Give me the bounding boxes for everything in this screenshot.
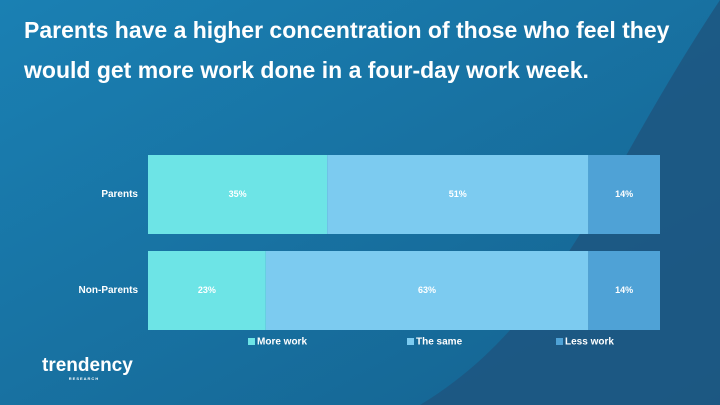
category-label: Non-Parents xyxy=(79,285,139,296)
legend-swatch xyxy=(556,338,563,345)
value-label: 63% xyxy=(418,285,436,295)
value-label: 14% xyxy=(615,285,633,295)
logo-subtitle: RESEARCH xyxy=(69,376,99,381)
bar-segment xyxy=(588,251,660,330)
value-label: 35% xyxy=(229,189,247,199)
value-label: 14% xyxy=(615,189,633,199)
bar-segment xyxy=(265,251,589,330)
bar-segment xyxy=(148,251,266,330)
value-label: 51% xyxy=(449,189,467,199)
legend-label: The same xyxy=(416,337,463,348)
bar-segment xyxy=(588,155,660,234)
plot: Parents 35% 51% 14% Non-Parents 23% 63% 14% More… xyxy=(79,155,660,348)
value-label: 23% xyxy=(198,285,216,295)
category-label: Parents xyxy=(101,189,138,200)
logo: trendency xyxy=(42,355,133,376)
legend-swatch xyxy=(248,338,255,345)
legend-label: More work xyxy=(257,337,307,348)
bar-segment xyxy=(327,155,589,234)
chart-title: Parents have a higher concentration of t… xyxy=(24,17,670,83)
bar-segment xyxy=(148,155,328,234)
legend-label: Less work xyxy=(565,337,614,348)
legend-swatch xyxy=(407,338,414,345)
